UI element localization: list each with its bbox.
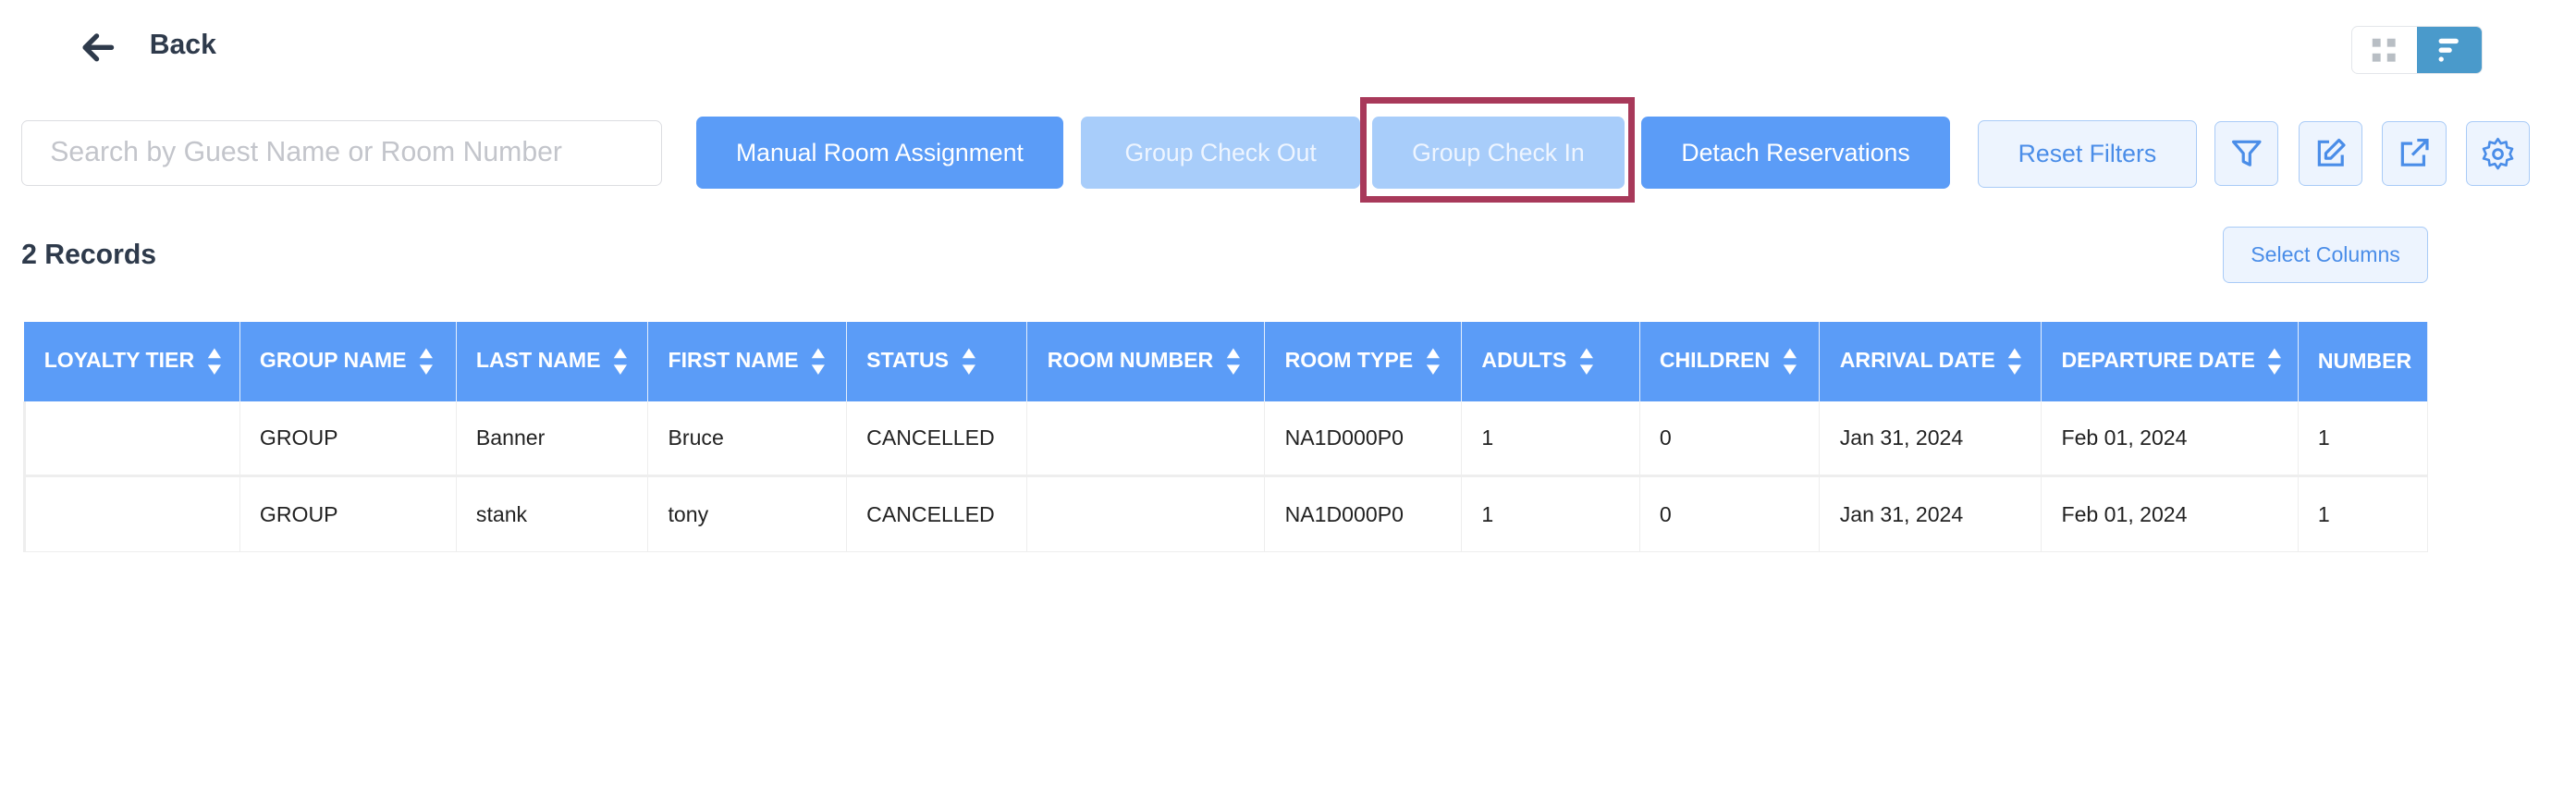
column-header[interactable]: ADULTS — [1461, 322, 1640, 401]
column-header[interactable]: CHILDREN — [1639, 322, 1821, 401]
list-view-button[interactable] — [2416, 27, 2482, 73]
sort-icon[interactable] — [612, 345, 629, 378]
table-cell: NA1D000P0 — [1264, 475, 1463, 552]
table-cell: 0 — [1639, 475, 1821, 552]
sort-icon[interactable] — [418, 345, 435, 378]
column-header[interactable]: ROOM TYPE — [1264, 322, 1463, 401]
table-cell — [1026, 401, 1266, 478]
back-link[interactable]: Back — [149, 29, 216, 60]
reset-filters-button[interactable]: Reset Filters — [1978, 119, 2197, 188]
records-count: 2 Records — [21, 240, 157, 271]
reservations-table-container: LOYALTY TIER GROUP NAME LAST NAME FIRST NAM… — [22, 322, 2429, 552]
export-button[interactable] — [2382, 121, 2447, 186]
column-header[interactable]: LAST NAME — [456, 322, 649, 401]
table-cell — [22, 475, 240, 552]
table-row[interactable]: GROUP stank tony CANCELLED NA1D000P0 1 0 Jan 31… — [22, 475, 2429, 552]
table-cell: GROUP — [239, 475, 457, 552]
table-cell: CANCELLED — [846, 401, 1028, 478]
export-icon — [2400, 139, 2429, 167]
column-header[interactable]: STATUS — [846, 322, 1028, 401]
filter-icon — [2231, 141, 2262, 167]
column-header-label: CHILDREN — [1659, 347, 1771, 372]
sort-icon[interactable] — [1578, 345, 1595, 378]
column-header[interactable]: ROOM NUMBER — [1026, 322, 1266, 401]
manual-room-assignment-button[interactable]: Manual Room Assignment — [696, 117, 1063, 190]
table-cell: stank — [456, 475, 649, 552]
table-header-row: LOYALTY TIER GROUP NAME LAST NAME FIRST NAM… — [24, 322, 2429, 401]
table-cell: Feb 01, 2024 — [2041, 475, 2299, 552]
column-header-label: ADULTS — [1481, 347, 1567, 372]
reservations-table: LOYALTY TIER GROUP NAME LAST NAME FIRST NAM… — [22, 322, 2429, 552]
edit-icon — [2317, 139, 2346, 167]
sort-icon[interactable] — [1225, 345, 1242, 378]
filter-button[interactable] — [2214, 121, 2279, 186]
column-header-label: ROOM TYPE — [1284, 347, 1414, 372]
table-cell: Jan 31, 2024 — [1819, 401, 2042, 478]
settings-button[interactable] — [2465, 121, 2531, 186]
sort-icon[interactable] — [2006, 345, 2023, 378]
table-cell: 1 — [2298, 475, 2429, 552]
column-header[interactable]: DEPARTURE DATE — [2041, 322, 2299, 401]
column-header[interactable]: GROUP NAME — [239, 322, 457, 401]
table-cell: 1 — [2298, 401, 2429, 478]
table-cell: Jan 31, 2024 — [1819, 475, 2042, 552]
sort-icon[interactable] — [206, 345, 223, 378]
group-check-out-button[interactable]: Group Check Out — [1081, 117, 1361, 190]
highlight-box — [1360, 96, 1635, 203]
column-header-label: LOYALTY TIER — [43, 347, 195, 372]
column-header-label: DEPARTURE DATE — [2061, 347, 2255, 372]
column-header-label: ROOM NUMBER — [1047, 347, 1214, 372]
grid-icon — [2373, 38, 2397, 62]
table-cell: 0 — [1639, 401, 1821, 478]
sort-icon[interactable] — [1782, 345, 1798, 378]
sort-icon[interactable] — [810, 345, 827, 378]
settings-icon — [2482, 137, 2514, 169]
table-cell: Feb 01, 2024 — [2041, 401, 2299, 478]
sort-icon[interactable] — [1425, 345, 1441, 378]
back-arrow-icon[interactable] — [79, 28, 118, 68]
search-input[interactable] — [21, 119, 663, 186]
edit-button[interactable] — [2298, 121, 2363, 186]
view-toggle[interactable] — [2350, 26, 2483, 74]
column-header[interactable]: NUMBER — [2298, 322, 2429, 401]
table-row[interactable]: GROUP Banner Bruce CANCELLED NA1D000P0 1 0 Jan … — [22, 401, 2429, 478]
table-cell — [1026, 475, 1266, 552]
table-cell: Bruce — [647, 401, 847, 478]
table-cell — [22, 401, 240, 478]
select-columns-button[interactable]: Select Columns — [2223, 227, 2429, 283]
table-cell: tony — [647, 475, 847, 552]
column-header-label: ARRIVAL DATE — [1839, 347, 1995, 372]
list-icon — [2439, 38, 2459, 62]
column-header[interactable]: LOYALTY TIER — [24, 322, 240, 401]
table-cell: 1 — [1461, 401, 1640, 478]
table-cell: Banner — [456, 401, 649, 478]
table-cell: GROUP — [239, 401, 457, 478]
table-cell: 1 — [1461, 475, 1640, 552]
table-cell: CANCELLED — [846, 475, 1028, 552]
column-header-label: GROUP NAME — [259, 347, 407, 372]
grid-view-button[interactable] — [2352, 27, 2417, 73]
column-header-label: STATUS — [866, 347, 950, 372]
column-header-label: LAST NAME — [475, 347, 601, 372]
column-header[interactable]: FIRST NAME — [647, 322, 847, 401]
detach-reservations-button[interactable]: Detach Reservations — [1641, 117, 1951, 190]
sort-icon[interactable] — [2266, 345, 2283, 378]
group-check-in-button[interactable]: Group Check In — [1371, 117, 1625, 190]
column-header-label: FIRST NAME — [668, 347, 799, 372]
sort-icon[interactable] — [961, 345, 977, 378]
column-header-label: NUMBER — [2317, 349, 2412, 374]
column-header[interactable]: ARRIVAL DATE — [1819, 322, 2042, 401]
table-cell: NA1D000P0 — [1264, 401, 1463, 478]
